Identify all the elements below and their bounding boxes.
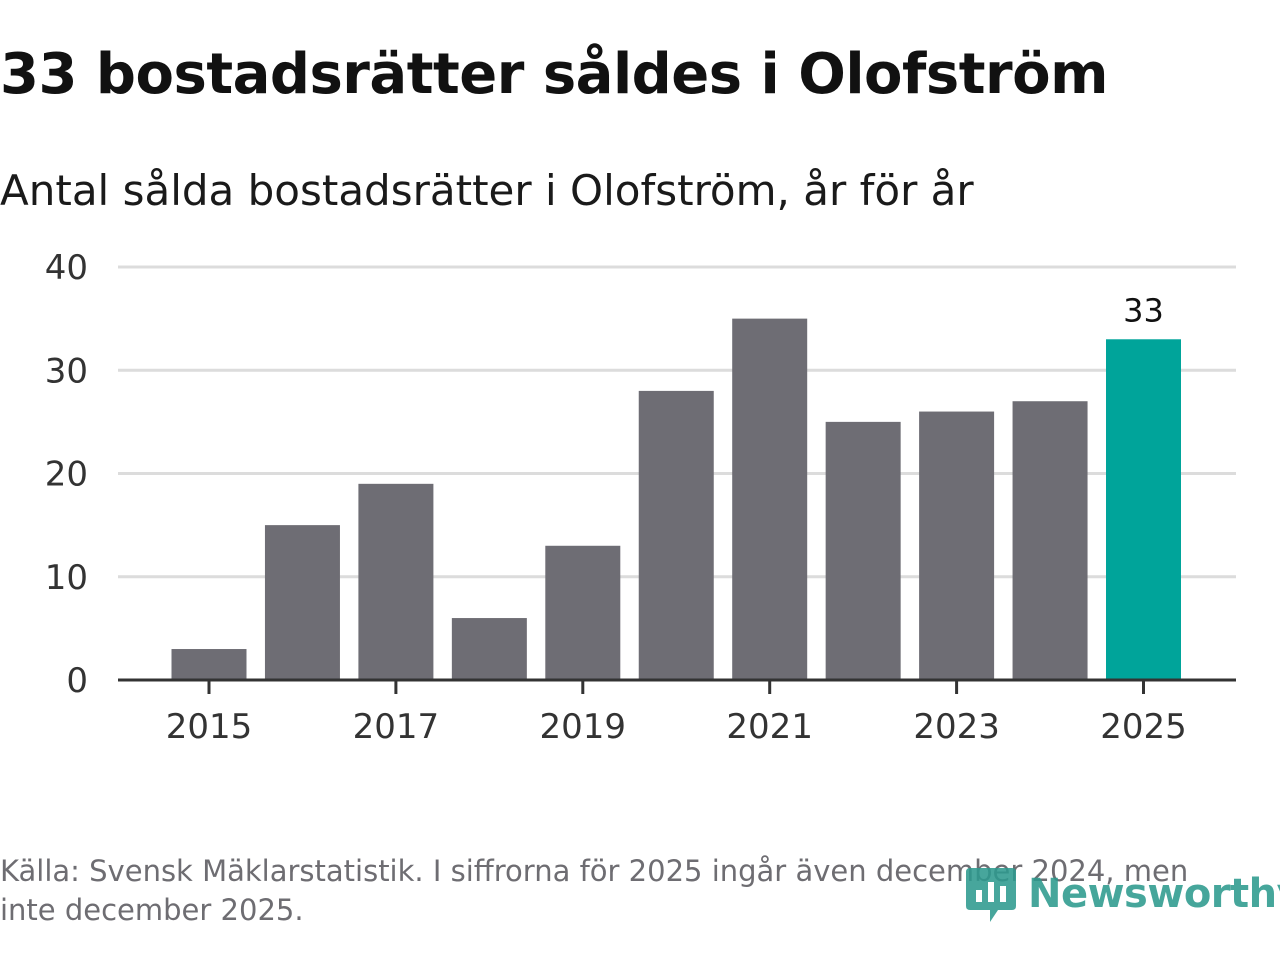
bar-2017 <box>358 483 434 680</box>
x-tick-label: 2023 <box>913 707 1000 747</box>
bar-2025 <box>1106 339 1181 680</box>
newsworthy-logo: Newsworthy <box>964 862 1280 926</box>
y-tick-label: 10 <box>45 558 88 598</box>
bar-2022 <box>825 421 901 680</box>
bar-2015 <box>171 649 247 680</box>
y-tick-label: 30 <box>45 351 88 391</box>
logo-text: Newsworthy <box>1028 871 1280 917</box>
x-tick-label: 2025 <box>1100 707 1187 747</box>
x-tick-label: 2019 <box>540 707 627 747</box>
bar-2019 <box>545 545 621 680</box>
y-tick-label: 0 <box>66 661 88 701</box>
bar-2016 <box>264 525 340 680</box>
x-tick-label: 2017 <box>353 707 440 747</box>
bar-2018 <box>451 618 527 680</box>
bar-2024 <box>1012 401 1088 680</box>
x-tick-label: 2021 <box>726 707 813 747</box>
y-tick-label: 20 <box>45 455 88 495</box>
chart-subtitle: Antal sålda bostadsrätter i Olofström, å… <box>0 166 974 215</box>
bar-2023 <box>919 411 995 680</box>
bar-2021 <box>732 318 808 680</box>
newsworthy-chart-bubble-icon <box>966 868 1016 922</box>
chart-title: 33 bostadsrätter såldes i Olofström <box>0 42 1108 107</box>
y-tick-label: 40 <box>45 248 88 288</box>
bar-chart: 0 10 20 30 40 33 2015 2017 2019 2021 2023 2025 <box>45 248 1236 747</box>
bar-2020 <box>638 390 714 680</box>
x-tick-label: 2015 <box>166 707 253 747</box>
data-label-2025: 33 <box>1123 291 1164 329</box>
